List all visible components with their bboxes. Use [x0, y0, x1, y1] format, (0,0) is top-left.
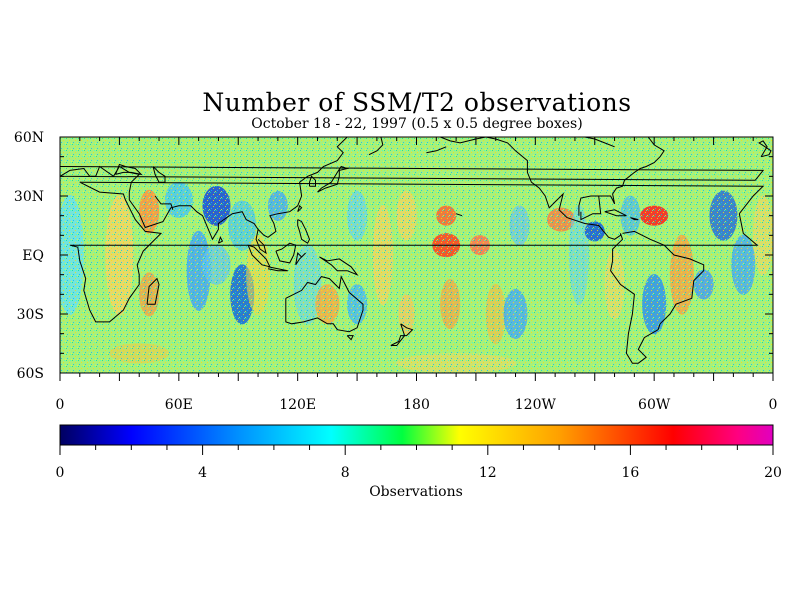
cb-tick-label: 0: [56, 465, 65, 481]
lon-label: 0: [56, 397, 65, 413]
coastline: [584, 137, 615, 148]
lon-label: 180: [403, 397, 430, 413]
coastline: [630, 217, 639, 221]
coastline: [604, 209, 627, 217]
lon-label: 120E: [279, 397, 316, 413]
cb-tick-label: 16: [621, 465, 639, 481]
coastline: [217, 236, 224, 244]
coastline: [295, 251, 306, 266]
lon-label: 0: [769, 397, 778, 413]
map-ticks: [59, 136, 774, 381]
colorbar: [59, 424, 774, 446]
coastline: [426, 146, 447, 154]
observation-field: [60, 137, 773, 373]
longitude-axis: 0 60E 120E 180 120W 60W 0: [56, 397, 778, 413]
coastline: [267, 266, 288, 272]
coastline: [317, 165, 350, 193]
coastline: [758, 140, 772, 158]
coastline: [368, 137, 384, 156]
coastline: [115, 163, 143, 176]
lon-label: 120W: [515, 397, 557, 413]
colorbar-tick-labels: 0 4 8 12 16 20: [56, 465, 782, 481]
coastline: [580, 137, 665, 221]
coastline: [455, 213, 463, 217]
coastline: [578, 195, 599, 216]
coastline: [255, 229, 267, 255]
coastline: [297, 219, 311, 244]
coastline: [154, 195, 174, 210]
lon-label: 60W: [638, 397, 671, 413]
coastline: [309, 175, 316, 187]
lon-label: 60E: [165, 397, 193, 413]
colorbar-label: Observations: [369, 484, 463, 500]
map-title: Number of SSM/T2 observations: [202, 88, 632, 117]
cb-tick-label: 12: [479, 465, 497, 481]
coastline: [285, 275, 364, 333]
coastline: [440, 137, 705, 364]
coastline: [152, 166, 166, 183]
cb-tick-label: 20: [764, 465, 782, 481]
map-subtitle: October 18 - 22, 1997 (0.5 x 0.5 degree …: [251, 116, 583, 132]
cb-tick-label: 8: [341, 465, 350, 481]
coastline: [69, 181, 765, 323]
lat-label: 30S: [17, 307, 44, 323]
coastlines: [60, 137, 772, 364]
lat-label: 30N: [14, 189, 44, 205]
lat-label: 60N: [14, 130, 44, 146]
coastline: [319, 256, 359, 276]
coastline: [346, 335, 354, 341]
latitude-axis: 60N 30N EQ 30S 60S: [14, 130, 44, 382]
coastline: [297, 204, 303, 213]
coastline: [60, 137, 765, 241]
lat-label: EQ: [22, 248, 44, 264]
coastline: [390, 323, 414, 346]
colorbar-ticks: [59, 445, 774, 455]
cb-tick-label: 4: [198, 465, 207, 481]
coastline: [275, 242, 297, 264]
lat-label: 60S: [17, 366, 44, 382]
coastline: [146, 277, 160, 305]
